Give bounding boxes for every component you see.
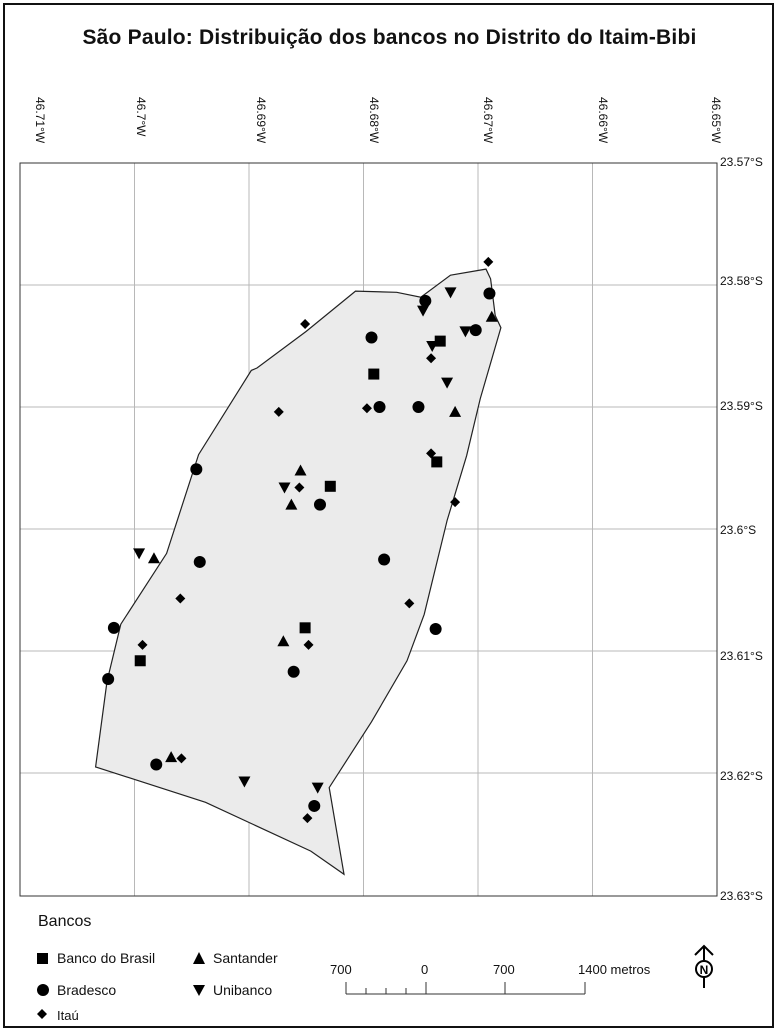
itau-bank-marker xyxy=(300,319,311,330)
bradesco-bank-marker xyxy=(308,799,321,812)
unibanco-bank-marker xyxy=(238,776,251,788)
unibanco-bank-marker xyxy=(133,548,146,560)
bradesco-bank-marker xyxy=(378,553,391,566)
bradesco-bank-marker xyxy=(365,331,378,344)
itau-bank-marker xyxy=(273,406,284,417)
unibanco-bank-marker xyxy=(311,782,324,794)
unibanco-bank-marker xyxy=(459,326,472,338)
santander-bank-marker xyxy=(449,405,462,417)
latitude-label: 23.57°S xyxy=(720,155,763,169)
latitude-label: 23.6°S xyxy=(720,523,757,537)
banco-do-brasil-bank-marker xyxy=(299,622,311,634)
scale-label: 0 xyxy=(421,962,429,977)
bradesco-bank-marker xyxy=(193,555,206,568)
santander-bank-marker xyxy=(277,635,290,647)
legend-banco-do-brasil-label: Banco do Brasil xyxy=(57,950,156,966)
itau-bank-marker xyxy=(303,639,314,650)
itau-bank-marker xyxy=(426,448,437,459)
legend-title: Bancos xyxy=(38,913,92,930)
itau-bank-marker xyxy=(483,256,494,267)
banco-do-brasil-bank-marker xyxy=(134,655,146,667)
itau-bank-marker xyxy=(176,753,187,764)
legend-itau-symbol xyxy=(37,1009,47,1019)
latitude-label: 23.58°S xyxy=(720,274,763,288)
latitude-label: 23.62°S xyxy=(720,769,763,783)
legend-symbols xyxy=(37,952,205,1019)
santander-bank-marker xyxy=(294,464,307,476)
scale-label: 700 xyxy=(330,962,352,977)
banco-do-brasil-bank-marker xyxy=(434,335,446,347)
itau-bank-marker xyxy=(137,639,148,650)
bradesco-bank-marker xyxy=(373,401,386,413)
scale-label: 1400 metros xyxy=(578,962,651,977)
map-frame xyxy=(3,3,774,1028)
bradesco-bank-marker xyxy=(469,324,482,337)
bradesco-bank-marker xyxy=(287,665,300,678)
latitude-label: 23.61°S xyxy=(720,649,763,663)
itau-bank-marker xyxy=(294,482,305,493)
north-arrow-label: N xyxy=(700,963,709,977)
map-title: São Paulo: Distribuição dos bancos no Di… xyxy=(82,26,697,49)
santander-bank-marker xyxy=(285,498,298,510)
map-extent-border xyxy=(19,162,718,897)
bradesco-bank-marker xyxy=(412,401,425,413)
latitude-label: 23.59°S xyxy=(720,399,763,413)
legend-itau-label: Itaú xyxy=(57,1008,79,1023)
itau-bank-marker xyxy=(426,353,437,364)
unibanco-bank-marker xyxy=(278,482,291,494)
itau-bank-marker xyxy=(302,813,313,824)
bradesco-bank-marker xyxy=(190,463,203,476)
legend-bradesco-symbol xyxy=(37,984,49,996)
unibanco-bank-marker xyxy=(426,341,439,352)
bradesco-bank-marker xyxy=(107,621,120,634)
bank-markers xyxy=(102,256,498,824)
bradesco-bank-marker xyxy=(150,758,163,771)
santander-bank-marker xyxy=(147,552,160,564)
legend-santander-label: Santander xyxy=(213,950,278,966)
bradesco-bank-marker xyxy=(313,498,326,511)
legend-bradesco-label: Bradesco xyxy=(57,982,117,998)
bradesco-bank-marker xyxy=(419,294,432,307)
itau-bank-marker xyxy=(175,593,186,604)
bradesco-bank-marker xyxy=(102,673,115,686)
santander-bank-marker xyxy=(165,751,178,763)
legend-unibanco-symbol xyxy=(193,985,205,996)
bradesco-bank-marker xyxy=(483,287,496,300)
legend-unibanco-label: Unibanco xyxy=(213,982,273,998)
itau-bank-marker xyxy=(361,403,372,414)
banco-do-brasil-bank-marker xyxy=(324,480,336,492)
scale-label: 700 xyxy=(493,962,515,977)
legend-banco-do-brasil-symbol xyxy=(37,953,48,964)
unibanco-bank-marker xyxy=(444,287,457,299)
legend-santander-symbol xyxy=(193,952,205,964)
banco-do-brasil-bank-marker xyxy=(431,456,443,468)
north-arrow-icon: N xyxy=(694,944,714,988)
itaim-bibi-district xyxy=(94,268,502,876)
bradesco-bank-marker xyxy=(429,623,442,636)
itau-bank-marker xyxy=(450,497,461,508)
scale-bar xyxy=(345,982,586,995)
unibanco-bank-marker xyxy=(417,305,430,317)
santander-bank-marker xyxy=(485,310,498,322)
latitude-label: 23.63°S xyxy=(720,889,763,903)
unibanco-bank-marker xyxy=(441,377,454,389)
banco-do-brasil-bank-marker xyxy=(368,368,380,380)
itau-bank-marker xyxy=(404,598,415,609)
